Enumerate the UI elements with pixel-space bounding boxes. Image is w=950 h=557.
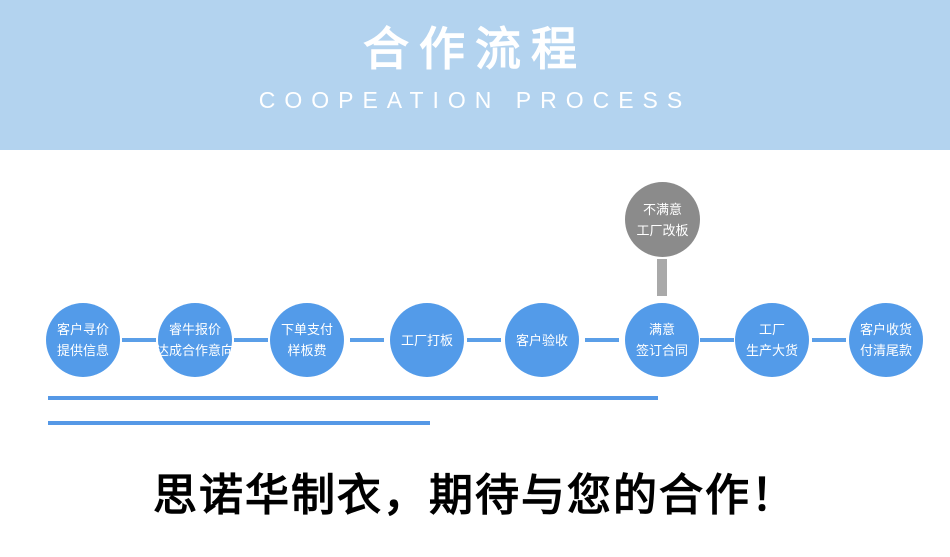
footer-headline: 思诺华制衣，期待与您的合作！ bbox=[153, 471, 797, 520]
flow-step-8-line1: 客户收货 bbox=[859, 322, 912, 337]
flow-connector-1 bbox=[122, 338, 156, 342]
flow-connector-2 bbox=[234, 338, 268, 342]
flow-connector-4 bbox=[467, 338, 501, 342]
flow-step-5: 客户验收 bbox=[505, 303, 579, 377]
flow-connector-3 bbox=[350, 338, 384, 342]
flow-connector-6 bbox=[700, 338, 734, 342]
flow-connector-5 bbox=[585, 338, 619, 342]
flow-step-2: 睿牛报价 达成合作意向 bbox=[156, 303, 235, 377]
flow-step-3: 下单支付 样板费 bbox=[270, 303, 344, 377]
flow-step-3-line1: 下单支付 bbox=[280, 322, 333, 337]
alt-branch-label-line1: 不满意 bbox=[642, 201, 682, 217]
header-banner: 合作流程 COOPEATION PROCESS bbox=[0, 0, 950, 150]
flow-step-2-line1: 睿牛报价 bbox=[168, 322, 221, 337]
underline-secondary bbox=[48, 421, 430, 425]
alt-branch-connector bbox=[657, 259, 667, 296]
flow-step-2-line2: 达成合作意向 bbox=[156, 343, 235, 358]
flow-step-4: 工厂打板 bbox=[390, 303, 464, 377]
flow-step-6: 满意 签订合同 bbox=[625, 303, 699, 377]
flow-step-7-line1: 工厂 bbox=[758, 322, 785, 337]
flow-step-4-line1: 工厂打板 bbox=[400, 332, 453, 348]
page-subtitle: COOPEATION PROCESS bbox=[258, 87, 692, 113]
flow-step-3-line2: 样板费 bbox=[287, 343, 327, 358]
flow-step-7-line2: 生产大货 bbox=[745, 343, 798, 358]
alt-branch-circle: 不满意 工厂改板 bbox=[625, 182, 700, 257]
flow-step-6-line2: 签订合同 bbox=[635, 343, 688, 358]
flow-step-8-line2: 付清尾款 bbox=[859, 343, 912, 358]
alt-branch-label-line2: 工厂改板 bbox=[636, 222, 689, 238]
page-title: 合作流程 bbox=[363, 23, 587, 75]
flow-step-1: 客户寻价 提供信息 bbox=[46, 303, 120, 377]
flow-step-5-line1: 客户验收 bbox=[515, 332, 568, 348]
flow-step-6-line1: 满意 bbox=[648, 322, 675, 337]
underline-primary bbox=[48, 396, 658, 400]
flow-step-1-line1: 客户寻价 bbox=[56, 322, 109, 337]
flow-step-7: 工厂 生产大货 bbox=[735, 303, 809, 377]
flow-connector-7 bbox=[812, 338, 846, 342]
flow-step-8: 客户收货 付清尾款 bbox=[849, 303, 923, 377]
flow-step-1-line2: 提供信息 bbox=[56, 343, 109, 358]
